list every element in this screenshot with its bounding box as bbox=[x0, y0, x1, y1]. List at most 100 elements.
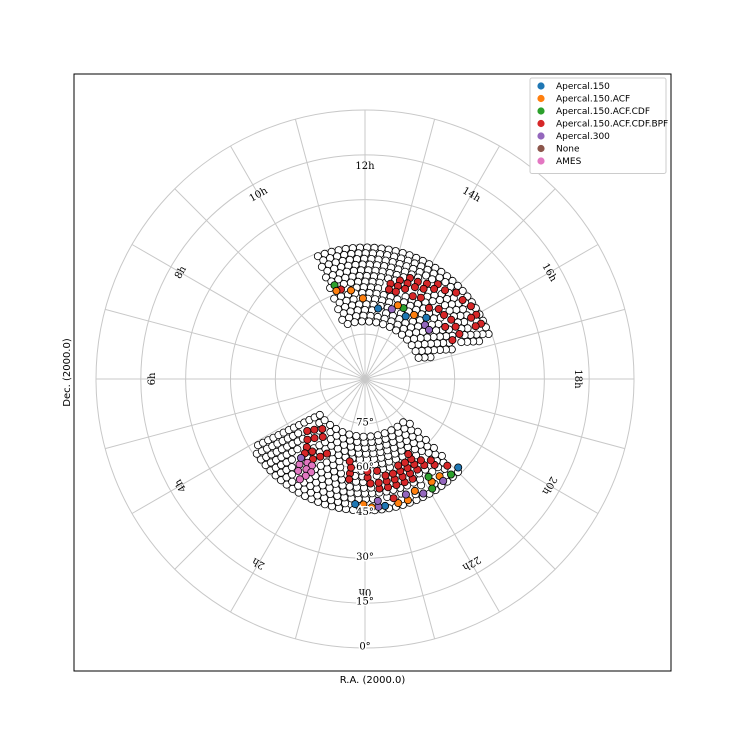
pointing-empty bbox=[350, 318, 359, 327]
pointing-apercal-150-acf-cdf-bpf bbox=[441, 322, 450, 331]
legend-marker bbox=[537, 82, 545, 90]
pointing-apercal-150-acf-cdf-bpf bbox=[419, 284, 428, 293]
pointing-empty bbox=[345, 482, 354, 491]
pointing-apercal-150 bbox=[351, 500, 360, 509]
pointing-empty bbox=[372, 318, 381, 327]
pointing-empty bbox=[407, 341, 416, 350]
pointing-apercal-150-acf-cdf-bpf bbox=[318, 432, 327, 441]
pointing-apercal-150-acf-cdf-bpf bbox=[363, 467, 372, 476]
pointing-apercal-150-acf-cdf bbox=[424, 472, 433, 481]
pointing-apercal-150-acf-cdf-bpf bbox=[401, 284, 410, 293]
pointing-apercal-150-acf-cdf-bpf bbox=[345, 457, 354, 466]
pointing-apercal-150-acf bbox=[358, 294, 367, 303]
pointing-ames bbox=[307, 468, 316, 477]
ra-tick-label: 12h bbox=[355, 161, 375, 172]
pointing-apercal-150-acf-cdf-bpf bbox=[455, 329, 464, 338]
pointing-apercal-150-acf-cdf-bpf bbox=[389, 494, 398, 503]
legend-box bbox=[529, 77, 667, 174]
pointing-apercal-150-acf-cdf-bpf bbox=[384, 285, 393, 294]
pointing-empty bbox=[346, 278, 355, 287]
pointing-apercal-150-acf-cdf-bpf bbox=[410, 283, 419, 292]
pointing-apercal-150-acf bbox=[367, 503, 376, 512]
pointing-empty bbox=[316, 461, 325, 470]
pointing-apercal-150-acf-cdf-bpf bbox=[451, 322, 460, 331]
pointing-apercal-150 bbox=[374, 304, 383, 313]
ra-tick-label: 0h bbox=[358, 586, 371, 597]
pointing-apercal-150-acf-cdf-bpf bbox=[322, 449, 331, 458]
pointing-ames bbox=[301, 471, 310, 480]
pointing-apercal-150-acf-cdf-bpf bbox=[394, 461, 403, 470]
ra-grid-line bbox=[230, 145, 366, 380]
ra-grid-line bbox=[131, 378, 366, 514]
pointing-apercal-150-acf-cdf-bpf bbox=[439, 310, 448, 319]
legend-marker bbox=[537, 94, 545, 103]
pointing-empty bbox=[357, 317, 366, 326]
ra-grid-line bbox=[364, 119, 436, 380]
pointing-apercal-150-acf-cdf-bpf bbox=[466, 302, 475, 311]
pointing-empty bbox=[445, 306, 454, 315]
pointing-empty bbox=[352, 431, 361, 440]
pointing-ames bbox=[294, 466, 303, 475]
pointing-apercal-150-acf-cdf-bpf bbox=[467, 313, 476, 322]
dec-tick-label: 75° bbox=[356, 417, 374, 428]
dec-tick-label: 60° bbox=[356, 462, 374, 473]
dec-tick-label: 15° bbox=[356, 597, 374, 608]
pointing-ames bbox=[295, 460, 304, 469]
legend-label: Apercal.300 bbox=[556, 132, 610, 142]
pointing-apercal-150-acf-cdf-bpf bbox=[434, 304, 443, 313]
pointing-empty bbox=[332, 424, 341, 433]
pointing-empty bbox=[317, 262, 326, 271]
ra-tick-label: 6h bbox=[147, 372, 158, 385]
pointing-apercal-300 bbox=[424, 325, 433, 334]
pointing-empty bbox=[397, 330, 406, 339]
pointing-apercal-150 bbox=[422, 313, 431, 322]
pointing-apercal-150 bbox=[454, 463, 463, 472]
pointing-empty bbox=[373, 431, 382, 440]
pointing-empty bbox=[457, 338, 466, 347]
legend-label: Apercal.150 bbox=[556, 82, 610, 92]
dec-tick-label: 45° bbox=[356, 507, 374, 518]
legend-marker bbox=[537, 144, 545, 153]
pointing-empty bbox=[287, 455, 296, 464]
pointing-empty bbox=[392, 326, 401, 335]
pointing-apercal-150-acf-cdf-bpf bbox=[373, 466, 382, 475]
pointing-empty bbox=[379, 320, 388, 329]
dec-tick-label: 0° bbox=[359, 642, 370, 653]
pointing-apercal-150-acf-cdf bbox=[446, 470, 455, 479]
ra-grid-line bbox=[364, 308, 625, 380]
pointing-apercal-150-acf-cdf-bpf bbox=[440, 286, 449, 295]
y-axis-title: Dec. (2000.0) bbox=[62, 338, 73, 407]
pointing-apercal-150-acf-cdf-bpf bbox=[443, 461, 452, 470]
polar-grid bbox=[95, 109, 635, 649]
pointing-apercal-150 bbox=[401, 312, 410, 321]
pointing-apercal-300 bbox=[387, 305, 396, 314]
pointing-empty bbox=[338, 428, 347, 437]
pointing-apercal-150-acf-cdf-bpf bbox=[316, 452, 325, 461]
pointing-apercal-150-acf-cdf-bpf bbox=[426, 456, 435, 465]
pointing-apercal-150-acf-cdf-bpf bbox=[471, 322, 480, 331]
pointing-apercal-150-acf bbox=[332, 286, 341, 295]
legend-marker bbox=[537, 107, 545, 115]
pointing-empty bbox=[326, 420, 335, 429]
pointing-empty bbox=[365, 317, 374, 326]
pointing-empty bbox=[315, 410, 324, 419]
ra-grid-line bbox=[364, 378, 436, 639]
pointing-empty bbox=[345, 430, 354, 439]
pointing-apercal-150-acf bbox=[346, 286, 355, 295]
pointing-apercal-150 bbox=[381, 501, 390, 510]
pointing-apercal-150-acf-cdf-bpf bbox=[308, 447, 317, 456]
pointing-empty bbox=[320, 416, 329, 425]
pointing-apercal-150-acf-cdf-bpf bbox=[345, 475, 354, 484]
pointing-apercal-150-acf-cdf-bpf bbox=[310, 425, 319, 434]
pointing-apercal-150-acf-cdf-bpf bbox=[391, 287, 400, 296]
legend-label: AMES bbox=[556, 157, 582, 167]
pointing-empty bbox=[399, 418, 408, 427]
pointing-apercal-150-acf-cdf-bpf bbox=[400, 458, 409, 467]
pointing-apercal-150-acf-cdf-bpf bbox=[404, 450, 413, 459]
pointing-apercal-150-acf-cdf-bpf bbox=[381, 471, 390, 480]
ra-grid-line bbox=[105, 378, 366, 450]
pointing-empty bbox=[428, 275, 437, 284]
pointing-apercal-150-acf-cdf-bpf bbox=[447, 315, 456, 324]
pointing-apercal-150-acf-cdf bbox=[428, 484, 437, 493]
